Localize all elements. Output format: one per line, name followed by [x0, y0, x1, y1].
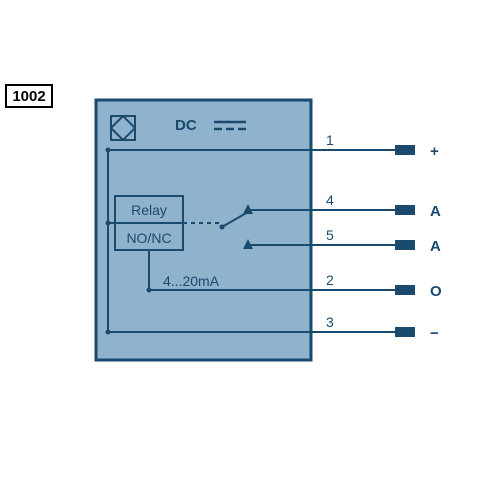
terminals — [395, 145, 415, 337]
pin-num-4: 4 — [326, 192, 334, 208]
terminal-symbols: + A A O − — [430, 143, 442, 342]
sym-4: A — [430, 203, 441, 220]
wiring-diagram: 1002 DC Relay NO/NC — [0, 0, 500, 500]
external-wires — [311, 150, 395, 332]
sym-1: + — [430, 143, 439, 160]
analog-label: 4...20mA — [163, 273, 220, 289]
pin-num-2: 2 — [326, 272, 334, 288]
pin-num-5: 5 — [326, 227, 334, 243]
pin-num-1: 1 — [326, 132, 334, 148]
sym-3: − — [430, 325, 439, 342]
sym-2: O — [430, 283, 442, 300]
pin-num-3: 3 — [326, 314, 334, 330]
terminal-5 — [395, 240, 415, 250]
terminal-4 — [395, 205, 415, 215]
pin-numbers: 1 4 5 2 3 — [326, 132, 334, 330]
terminal-3 — [395, 327, 415, 337]
relay-label-top: Relay — [131, 202, 167, 218]
dc-label: DC — [175, 117, 197, 134]
relay-label-bottom: NO/NC — [126, 230, 171, 246]
terminal-2 — [395, 285, 415, 295]
id-label: 1002 — [6, 85, 52, 107]
sym-5: A — [430, 238, 441, 255]
id-label-text: 1002 — [12, 88, 45, 105]
terminal-1 — [395, 145, 415, 155]
